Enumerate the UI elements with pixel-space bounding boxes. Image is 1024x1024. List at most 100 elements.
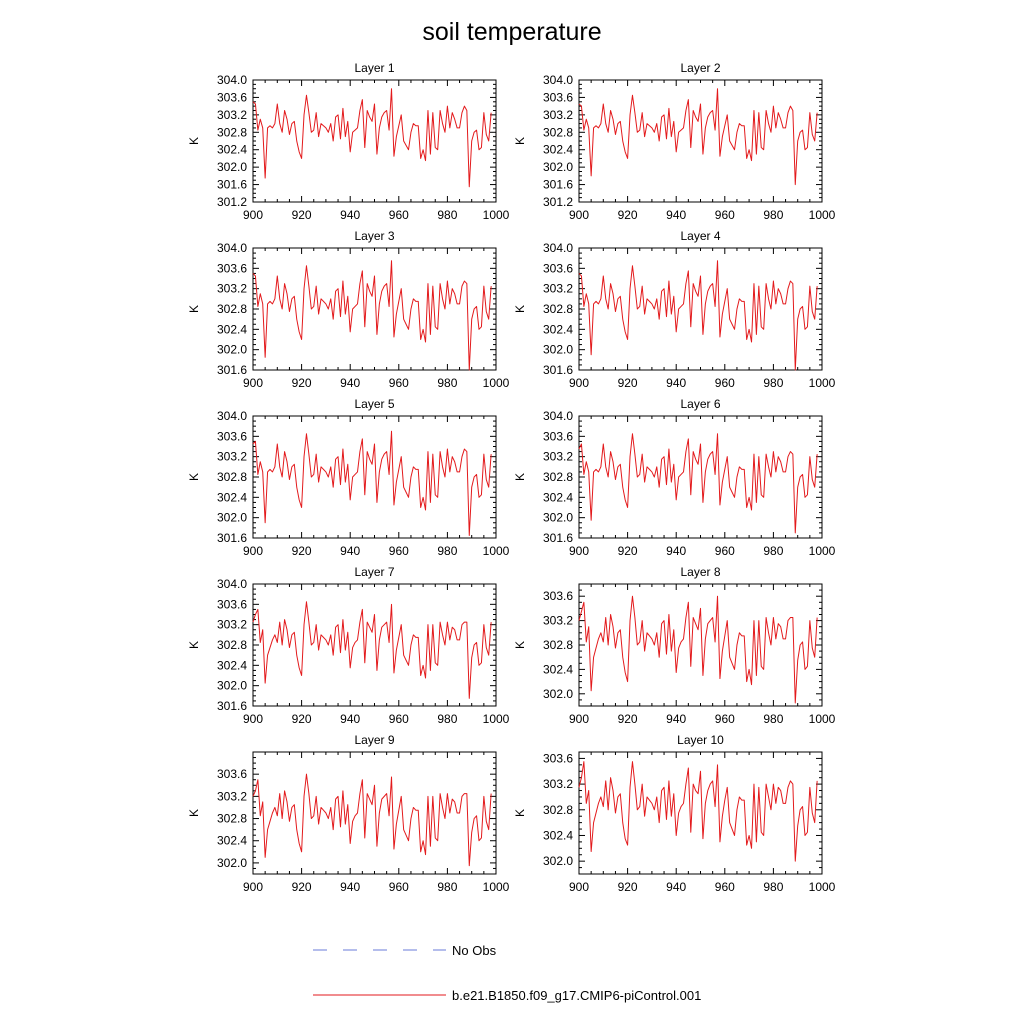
panel-title: Layer 6: [680, 397, 720, 411]
y-tick-label: 302.8: [217, 470, 247, 484]
y-tick-label: 302.0: [217, 679, 247, 693]
x-tick-label: 960: [715, 544, 735, 558]
x-tick-label: 1000: [483, 712, 510, 726]
x-tick-label: 920: [618, 544, 638, 558]
y-tick-label: 302.8: [217, 812, 247, 826]
x-tick-label: 900: [569, 712, 589, 726]
y-axis-label: K: [513, 137, 527, 145]
x-tick-label: 920: [618, 208, 638, 222]
panel-layer-6: Layer 6 900 920 940 960 980 1000 301.6 302.0 302.…: [513, 397, 836, 558]
x-tick-label: 940: [340, 712, 360, 726]
panel-layer-4: Layer 4 900 920 940 960 980 1000 301.6 302.0 302.…: [513, 229, 836, 390]
y-axis-label: K: [513, 305, 527, 313]
y-axis-label: K: [187, 473, 201, 481]
y-tick-label: 303.6: [543, 261, 573, 275]
y-tick-label: 302.8: [217, 638, 247, 652]
y-tick-label: 304.0: [543, 241, 573, 255]
series-line-model: [252, 601, 492, 699]
y-tick-label: 301.6: [217, 363, 247, 377]
y-axis-label: K: [187, 137, 201, 145]
y-tick-label: 304.0: [543, 73, 573, 87]
y-tick-label: 303.6: [217, 767, 247, 781]
x-tick-label: 960: [389, 376, 409, 390]
x-tick-label: 940: [666, 376, 686, 390]
x-tick-label: 980: [763, 712, 783, 726]
x-tick-label: 960: [389, 880, 409, 894]
y-axis-label: K: [187, 305, 201, 313]
y-tick-label: 302.4: [217, 490, 247, 504]
y-tick-label: 303.6: [543, 589, 573, 603]
x-tick-label: 940: [666, 880, 686, 894]
panel-title: Layer 4: [680, 229, 720, 243]
y-tick-label: 302.4: [543, 828, 573, 842]
x-tick-label: 900: [569, 376, 589, 390]
x-tick-label: 900: [243, 712, 263, 726]
panel-layer-1: Layer 1 900 920 940 960 980 1000 301.2 301.6 302.…: [187, 61, 510, 222]
x-tick-label: 920: [618, 712, 638, 726]
x-tick-label: 940: [340, 376, 360, 390]
y-tick-label: 303.6: [543, 751, 573, 765]
figure-title: soil temperature: [422, 18, 601, 46]
y-axis-label: K: [187, 641, 201, 649]
x-tick-label: 900: [243, 208, 263, 222]
panel-title: Layer 8: [680, 565, 720, 579]
y-tick-label: 303.6: [217, 429, 247, 443]
x-tick-label: 940: [340, 208, 360, 222]
x-tick-label: 940: [666, 208, 686, 222]
x-tick-label: 940: [666, 544, 686, 558]
y-tick-label: 302.8: [543, 470, 573, 484]
series-line-model: [252, 430, 492, 536]
legend-label-no-obs: No Obs: [452, 943, 497, 958]
y-tick-label: 302.8: [543, 638, 573, 652]
y-tick-label: 301.6: [217, 531, 247, 545]
panel-layer-2: Layer 2 900 920 940 960 980 1000 301.2 301.6 302.…: [513, 61, 836, 222]
x-tick-label: 980: [763, 544, 783, 558]
y-tick-label: 303.2: [543, 108, 573, 122]
y-tick-label: 302.0: [543, 687, 573, 701]
y-tick-label: 302.4: [543, 490, 573, 504]
x-tick-label: 920: [292, 880, 312, 894]
y-tick-label: 302.0: [217, 343, 247, 357]
y-tick-label: 302.0: [543, 160, 573, 174]
y-tick-label: 302.4: [217, 143, 247, 157]
x-tick-label: 900: [243, 376, 263, 390]
x-tick-label: 980: [437, 544, 457, 558]
x-tick-label: 980: [763, 376, 783, 390]
x-tick-label: 1000: [483, 544, 510, 558]
panel-layer-7: Layer 7 900 920 940 960 980 1000 301.6 302.0 302.…: [187, 565, 510, 726]
y-tick-label: 301.6: [543, 178, 573, 192]
series-line-model: [252, 260, 492, 371]
y-tick-label: 302.8: [543, 803, 573, 817]
legend: No Obs b.e21.B1850.f09_g17.CMIP6-piContr…: [313, 943, 701, 1003]
x-tick-label: 960: [715, 712, 735, 726]
x-tick-label: 960: [715, 208, 735, 222]
series-line-model: [578, 433, 818, 534]
y-tick-label: 303.2: [543, 777, 573, 791]
panel-title: Layer 1: [354, 61, 394, 75]
y-tick-label: 303.6: [217, 90, 247, 104]
y-tick-label: 302.0: [543, 511, 573, 525]
x-tick-label: 980: [437, 712, 457, 726]
panel-title: Layer 10: [677, 733, 724, 747]
x-tick-label: 1000: [809, 544, 836, 558]
y-tick-label: 302.0: [217, 160, 247, 174]
y-tick-label: 302.4: [217, 834, 247, 848]
x-tick-label: 900: [243, 880, 263, 894]
x-tick-label: 960: [715, 376, 735, 390]
x-tick-label: 1000: [809, 880, 836, 894]
y-tick-label: 303.2: [543, 450, 573, 464]
x-tick-label: 960: [389, 712, 409, 726]
panel-layer-3: Layer 3 900 920 940 960 980 1000 301.6 302.0 302.…: [187, 229, 510, 390]
y-tick-label: 303.6: [217, 261, 247, 275]
panel-title: Layer 5: [354, 397, 394, 411]
series-line-model: [578, 595, 818, 704]
y-tick-label: 304.0: [217, 241, 247, 255]
y-tick-label: 303.2: [543, 614, 573, 628]
y-tick-label: 303.2: [217, 618, 247, 632]
x-tick-label: 940: [340, 544, 360, 558]
x-tick-label: 1000: [483, 880, 510, 894]
panel-title: Layer 7: [354, 565, 394, 579]
y-tick-label: 303.2: [217, 282, 247, 296]
y-tick-label: 302.4: [217, 322, 247, 336]
y-tick-label: 303.6: [543, 429, 573, 443]
